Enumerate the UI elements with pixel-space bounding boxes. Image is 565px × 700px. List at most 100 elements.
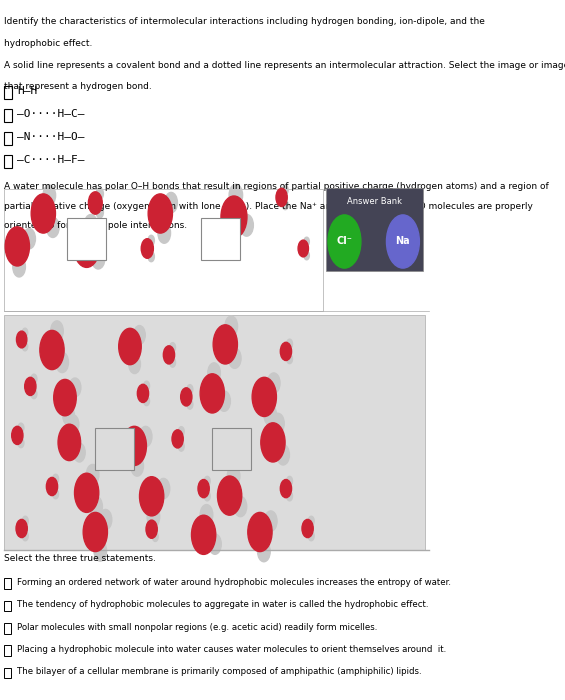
Circle shape [90, 496, 102, 517]
Circle shape [5, 227, 29, 266]
FancyBboxPatch shape [5, 109, 12, 122]
Circle shape [304, 251, 309, 260]
FancyBboxPatch shape [95, 428, 134, 470]
Circle shape [248, 512, 272, 552]
Text: —O····H—C—: —O····H—C— [18, 109, 85, 119]
Circle shape [208, 363, 220, 383]
Text: Polar molecules with small nonpolar regions (e.g. acetic acid) readily form mice: Polar molecules with small nonpolar regi… [18, 623, 378, 631]
Circle shape [58, 424, 81, 461]
Text: Answer Bank: Answer Bank [347, 197, 402, 206]
Circle shape [181, 388, 192, 406]
Circle shape [137, 384, 149, 402]
FancyBboxPatch shape [5, 623, 11, 634]
Circle shape [147, 507, 160, 527]
Circle shape [179, 442, 184, 452]
FancyBboxPatch shape [202, 218, 241, 260]
Circle shape [12, 426, 23, 444]
Circle shape [192, 515, 216, 554]
Circle shape [264, 511, 277, 531]
Circle shape [31, 389, 37, 399]
Circle shape [129, 355, 141, 374]
Circle shape [308, 516, 314, 526]
Text: A solid line represents a covalent bond and a dotted line represents an intermol: A solid line represents a covalent bond … [5, 61, 565, 70]
Text: Placing a hydrophobic molecule into water causes water molecules to orient thems: Placing a hydrophobic molecule into wate… [18, 645, 446, 654]
Circle shape [172, 430, 183, 448]
Text: Cl⁻: Cl⁻ [337, 237, 353, 246]
Circle shape [157, 478, 170, 499]
Circle shape [170, 358, 176, 368]
Circle shape [16, 331, 27, 348]
Circle shape [200, 505, 213, 525]
FancyBboxPatch shape [5, 668, 11, 678]
Circle shape [286, 491, 293, 501]
Circle shape [140, 426, 152, 447]
Circle shape [146, 520, 157, 538]
Circle shape [158, 223, 171, 244]
Circle shape [133, 326, 145, 344]
Circle shape [56, 352, 68, 372]
FancyBboxPatch shape [5, 578, 11, 589]
Circle shape [277, 444, 289, 465]
Circle shape [40, 330, 64, 370]
Circle shape [386, 215, 419, 268]
Circle shape [99, 510, 112, 530]
Circle shape [23, 342, 28, 351]
FancyBboxPatch shape [5, 645, 11, 656]
Circle shape [119, 328, 141, 365]
Circle shape [46, 217, 59, 237]
Circle shape [122, 426, 146, 466]
Circle shape [140, 477, 164, 516]
Text: hydrophobic effect.: hydrophobic effect. [5, 38, 93, 48]
Text: that represent a hydrogen bond.: that represent a hydrogen bond. [5, 82, 152, 91]
Circle shape [148, 194, 172, 233]
Circle shape [69, 378, 81, 397]
FancyBboxPatch shape [5, 132, 12, 145]
Circle shape [308, 531, 314, 541]
Circle shape [92, 247, 105, 269]
Circle shape [23, 531, 28, 541]
Circle shape [31, 374, 37, 384]
Circle shape [170, 342, 176, 352]
Circle shape [252, 377, 276, 416]
Circle shape [148, 251, 154, 262]
Circle shape [198, 480, 209, 498]
Circle shape [234, 496, 247, 517]
Circle shape [225, 316, 237, 337]
Circle shape [53, 474, 59, 484]
Circle shape [51, 321, 63, 341]
Circle shape [240, 214, 253, 236]
Circle shape [228, 348, 241, 368]
Circle shape [144, 396, 150, 406]
Text: Forming an ordered network of water around hydrophobic molecules increases the e: Forming an ordered network of water arou… [18, 578, 451, 587]
Text: —N····H—O—: —N····H—O— [18, 132, 85, 142]
Circle shape [272, 413, 284, 433]
Circle shape [304, 237, 309, 246]
Circle shape [276, 188, 287, 206]
Circle shape [286, 339, 293, 349]
Circle shape [96, 206, 103, 218]
Circle shape [25, 377, 36, 395]
Circle shape [298, 240, 308, 257]
Circle shape [200, 374, 224, 413]
Circle shape [67, 415, 79, 434]
Circle shape [23, 228, 36, 249]
Circle shape [213, 325, 237, 364]
Circle shape [187, 384, 193, 394]
Text: Identify the characteristics of intermolecular interactions including hydrogen b: Identify the characteristics of intermol… [5, 18, 485, 27]
FancyBboxPatch shape [67, 218, 106, 260]
Circle shape [208, 534, 221, 554]
Circle shape [153, 517, 158, 526]
FancyBboxPatch shape [5, 189, 323, 312]
Circle shape [75, 473, 99, 512]
Circle shape [96, 188, 103, 200]
Circle shape [165, 193, 177, 213]
FancyBboxPatch shape [5, 315, 424, 550]
Circle shape [13, 257, 25, 277]
Circle shape [153, 532, 158, 542]
Circle shape [302, 519, 313, 538]
Circle shape [267, 373, 280, 393]
Circle shape [144, 381, 150, 391]
Circle shape [258, 541, 270, 562]
Circle shape [282, 185, 288, 195]
FancyBboxPatch shape [5, 86, 12, 99]
